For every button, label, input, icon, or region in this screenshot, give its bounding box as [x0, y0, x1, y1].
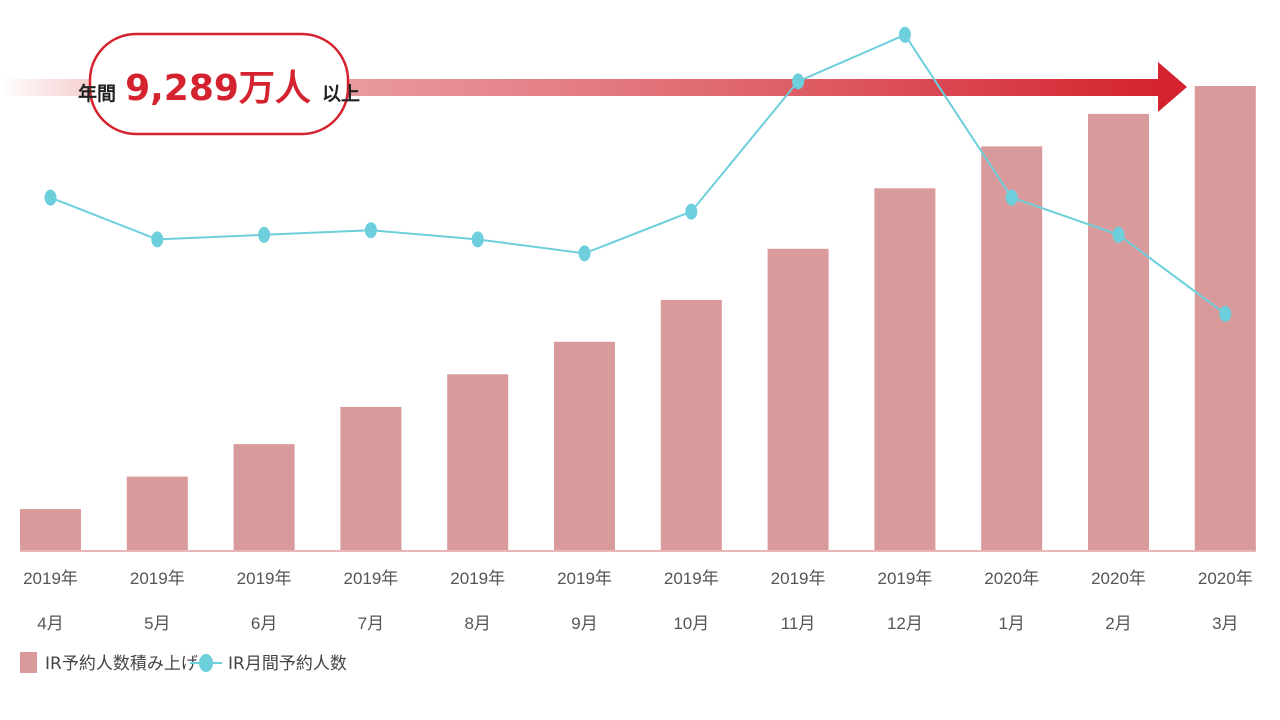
bar-0	[20, 509, 81, 551]
bar-7	[767, 248, 829, 552]
point-8	[898, 26, 911, 43]
legend-bar-label: IR予約人数積み上げ	[45, 654, 198, 674]
point-4	[471, 231, 484, 248]
bar-2	[233, 444, 295, 551]
legend-bar-swatch	[20, 652, 37, 673]
x-tick-label-8: 2019年 12月	[877, 569, 932, 633]
x-tick-label-3: 2019年 7月	[343, 569, 398, 633]
x-tick-label-2: 2019年 6月	[237, 569, 292, 633]
bar-3	[340, 406, 402, 551]
point-11	[1219, 305, 1232, 322]
x-tick-labels: 2019年 4月 2019年 5月 2019年 6月 2019年 7月 2019年 8月 2019年…	[23, 569, 1253, 633]
line-series	[44, 26, 1232, 322]
point-9	[1005, 189, 1018, 206]
bar-5	[554, 341, 615, 552]
point-2	[258, 226, 271, 243]
x-tick-label-4: 2019年 8月	[450, 569, 505, 633]
x-tick-label-7: 2019年 11月	[771, 569, 826, 633]
banner-prefix: 年間	[78, 82, 116, 105]
legend-line-label: IR月間予約人数	[228, 654, 347, 674]
x-tick-label-9: 2020年 1月	[984, 569, 1039, 633]
x-tick-label-5: 2019年 9月	[557, 569, 612, 633]
series-line	[50, 33, 1226, 315]
legend-line-marker	[199, 654, 213, 672]
x-tick-label-6: 2019年 10月	[664, 569, 719, 633]
banner-suffix: 以上	[322, 83, 360, 105]
x-tick-label-0: 2019年 4月	[23, 569, 78, 633]
legend: IR予約人数積み上げ IR月間予約人数	[20, 652, 347, 674]
point-10	[1112, 226, 1125, 243]
bar-10	[1088, 113, 1149, 552]
point-7	[792, 73, 805, 90]
x-tick-label-11: 2020年 3月	[1198, 569, 1253, 633]
bar-9	[981, 146, 1043, 551]
point-6	[685, 203, 698, 220]
banner-callout: 年間 9,289万人 以上	[78, 32, 360, 136]
banner-value: 9,289万人	[125, 68, 311, 109]
x-tick-label-10: 2020年 2月	[1091, 569, 1146, 633]
point-5	[578, 245, 591, 262]
x-tick-label-1: 2019年 5月	[130, 569, 185, 633]
point-3	[364, 222, 377, 239]
bar-4	[447, 374, 509, 551]
point-1	[151, 231, 164, 248]
banner-text: 年間 9,289万人 以上	[78, 68, 360, 109]
point-0	[44, 189, 57, 206]
bar-series	[20, 86, 1256, 552]
bar-8	[874, 188, 936, 552]
growth-arrow-head	[1158, 62, 1187, 112]
bar-1	[126, 476, 188, 551]
banner-box	[88, 32, 350, 136]
bar-6	[660, 299, 722, 551]
